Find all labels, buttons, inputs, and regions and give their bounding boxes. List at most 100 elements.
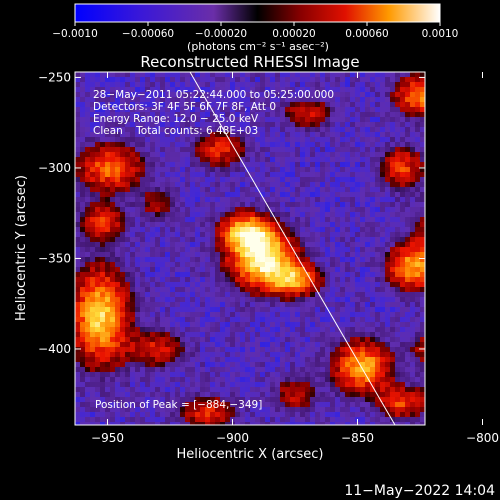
heatmap-cell (340, 172, 346, 178)
heatmap-cell (110, 162, 116, 168)
heatmap-cell (310, 72, 316, 78)
heatmap-cell (270, 247, 276, 253)
heatmap-cell (320, 152, 326, 158)
heatmap-cell (280, 107, 286, 113)
heatmap-cell (190, 292, 196, 298)
heatmap-cell (400, 162, 406, 168)
heatmap-cell (105, 87, 111, 93)
plot-frame (74, 71, 426, 426)
heatmap-cell (385, 202, 391, 208)
heatmap-cell (85, 177, 91, 183)
heatmap-cell (360, 362, 366, 368)
heatmap-cell (280, 97, 286, 103)
heatmap-cell (80, 142, 86, 148)
heatmap-cell (95, 317, 101, 323)
heatmap-cell (125, 197, 131, 203)
heatmap-cell (290, 412, 296, 418)
heatmap-cell (85, 417, 91, 423)
heatmap-cell (355, 312, 361, 318)
heatmap-cell (375, 117, 381, 123)
heatmap-cell (365, 252, 371, 258)
heatmap-cell (395, 197, 401, 203)
heatmap-cell (245, 237, 251, 243)
heatmap-cell (390, 257, 396, 263)
heatmap-cell (295, 392, 301, 398)
heatmap-cell (190, 247, 196, 253)
heatmap-cell (225, 387, 231, 393)
heatmap-cell (230, 357, 236, 363)
heatmap-cell (375, 307, 381, 313)
heatmap-cell (400, 157, 406, 163)
heatmap-cell (280, 272, 286, 278)
heatmap-cell (335, 97, 341, 103)
heatmap-cell (280, 312, 286, 318)
heatmap-cell (305, 347, 311, 353)
heatmap-cell (165, 182, 171, 188)
heatmap-cell (115, 392, 121, 398)
heatmap-cell (345, 212, 351, 218)
heatmap-cell (355, 87, 361, 93)
heatmap-cell (330, 157, 336, 163)
heatmap-cell (140, 312, 146, 318)
heatmap-cell (210, 322, 216, 328)
heatmap-cell (315, 172, 321, 178)
heatmap-cell (205, 302, 211, 308)
heatmap-cell (80, 177, 86, 183)
heatmap-cell (255, 277, 261, 283)
heatmap-cell (105, 102, 111, 108)
heatmap-cell (235, 287, 241, 293)
heatmap-cell (85, 92, 91, 98)
heatmap-cell (120, 372, 126, 378)
heatmap-cell (335, 382, 341, 388)
heatmap-cell (75, 152, 81, 158)
heatmap-cell (265, 82, 271, 88)
heatmap-cell (315, 287, 321, 293)
heatmap-cell (195, 287, 201, 293)
heatmap-cell (405, 282, 411, 288)
heatmap-cell (275, 152, 281, 158)
heatmap-cell (380, 72, 386, 78)
heatmap-cell (135, 392, 141, 398)
heatmap-cell (95, 187, 101, 193)
heatmap-cell (375, 332, 381, 338)
heatmap-cell (395, 142, 401, 148)
heatmap-cell (220, 202, 226, 208)
heatmap-cell (295, 207, 301, 213)
heatmap-cell (395, 317, 401, 323)
heatmap-cell (195, 112, 201, 118)
heatmap-cell (415, 182, 421, 188)
heatmap-cell (165, 162, 171, 168)
heatmap-cell (290, 282, 296, 288)
heatmap-cell (320, 367, 326, 373)
heatmap-cell (370, 72, 376, 78)
heatmap-cell (125, 302, 131, 308)
heatmap-cell (325, 372, 331, 378)
heatmap-cell (360, 102, 366, 108)
heatmap-cell (330, 377, 336, 383)
heatmap-cell (390, 87, 396, 93)
heatmap-cell (200, 282, 206, 288)
heatmap-cell (405, 187, 411, 193)
heatmap-cell (285, 117, 291, 123)
colorbar-tick-label: −0.0010 (52, 28, 98, 40)
heatmap-cell (375, 282, 381, 288)
heatmap-cell (315, 282, 321, 288)
heatmap-cell (95, 87, 101, 93)
heatmap-cell (75, 127, 81, 133)
heatmap-cell (260, 152, 266, 158)
heatmap-cell (110, 102, 116, 108)
heatmap-cell (85, 272, 91, 278)
heatmap-cell (275, 167, 281, 173)
heatmap-cell (85, 117, 91, 123)
heatmap-cell (390, 197, 396, 203)
heatmap-cell (285, 267, 291, 273)
heatmap-cell (310, 197, 316, 203)
heatmap-cell (245, 217, 251, 223)
heatmap-cell (330, 322, 336, 328)
heatmap-cell (120, 177, 126, 183)
heatmap-cell (295, 282, 301, 288)
heatmap-cell (80, 97, 86, 103)
heatmap-cell (265, 77, 271, 83)
heatmap-cell (255, 162, 261, 168)
heatmap-cell (125, 102, 131, 108)
